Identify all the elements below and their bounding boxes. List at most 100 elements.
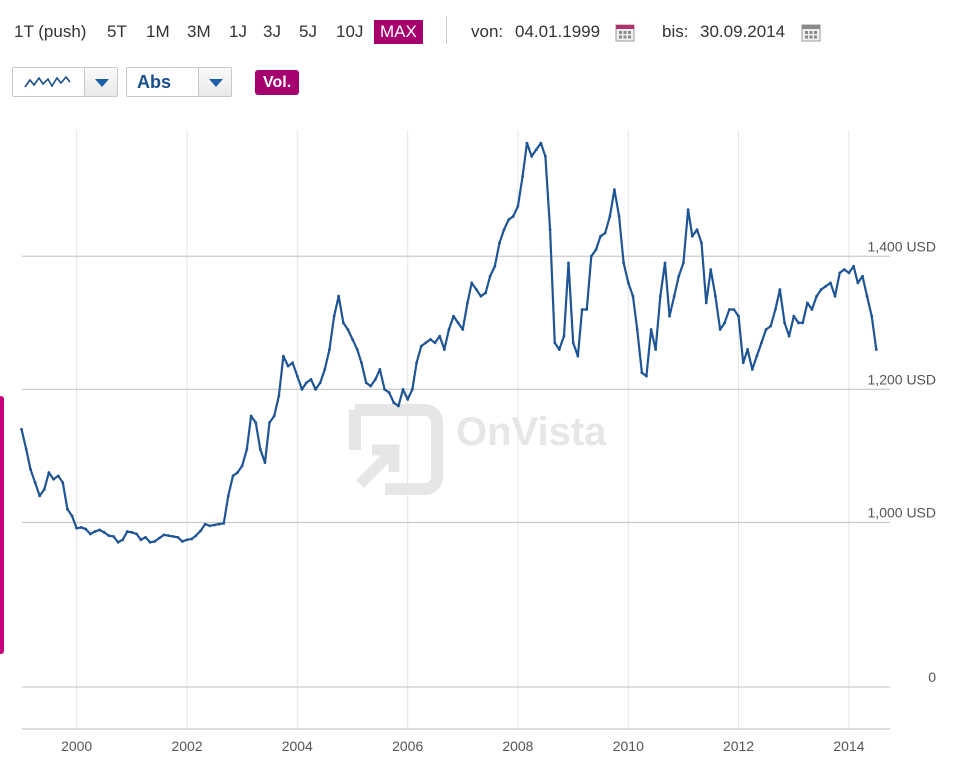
data-point: [479, 294, 483, 298]
volume-toggle-button[interactable]: Vol.: [255, 70, 300, 95]
range-1m-button[interactable]: 1M: [146, 22, 170, 41]
from-date-value[interactable]: 04.01.1999: [515, 22, 601, 41]
chevron-down-icon[interactable]: [198, 68, 231, 96]
data-point: [714, 294, 717, 298]
data-point: [29, 467, 32, 471]
calendar-icon[interactable]: [801, 22, 821, 42]
data-point: [474, 288, 478, 291]
data-point: [842, 268, 846, 271]
range-3m-button[interactable]: 3M: [187, 22, 211, 41]
data-point: [704, 301, 708, 305]
data-point: [148, 540, 152, 544]
range-3j-button[interactable]: 3J: [263, 22, 281, 41]
price-series-line: [20, 142, 878, 544]
data-point: [56, 474, 60, 478]
to-date-value[interactable]: 30.09.2014: [700, 22, 786, 41]
data-point: [231, 474, 235, 478]
side-panel-tab[interactable]: [0, 396, 4, 654]
data-point: [240, 464, 244, 468]
toolbar-divider: [446, 16, 447, 44]
data-point: [452, 314, 455, 318]
range-max-button[interactable]: MAX: [374, 20, 423, 44]
data-point: [626, 281, 630, 285]
data-point: [157, 536, 161, 540]
data-point: [291, 361, 295, 365]
data-point: [718, 328, 722, 331]
data-point: [456, 321, 460, 325]
watermark: OnVista: [349, 404, 607, 495]
range-5t-button[interactable]: 5T: [107, 22, 127, 41]
data-point: [263, 461, 267, 464]
data-point: [153, 540, 157, 543]
data-point: [539, 141, 543, 145]
data-point: [419, 344, 423, 348]
data-point: [557, 348, 561, 351]
data-point: [470, 281, 474, 285]
data-point: [732, 308, 736, 311]
data-point: [392, 401, 396, 405]
data-point: [406, 397, 410, 401]
data-point: [208, 524, 212, 528]
data-point: [373, 377, 377, 381]
data-point: [84, 527, 88, 531]
data-point: [663, 261, 667, 265]
data-point: [838, 271, 842, 275]
data-point: [608, 214, 612, 218]
chart-type-select[interactable]: [12, 67, 118, 97]
data-point: [107, 534, 111, 538]
x-tick-label: 2014: [833, 738, 864, 754]
watermark-text: OnVista: [456, 410, 607, 454]
data-point: [314, 387, 317, 391]
data-point: [649, 328, 653, 331]
data-point: [52, 477, 55, 481]
data-point: [401, 387, 405, 391]
data-point: [553, 341, 557, 345]
data-point: [438, 334, 442, 338]
data-point: [746, 348, 749, 351]
range-1t-push-button[interactable]: 1T (push): [14, 22, 87, 41]
data-point: [695, 228, 699, 232]
data-point: [645, 374, 648, 378]
data-point: [861, 274, 864, 278]
range-10j-button[interactable]: 10J: [336, 22, 364, 41]
data-point: [507, 218, 511, 222]
data-point: [856, 281, 860, 285]
x-tick-label: 2004: [282, 738, 313, 754]
data-point: [599, 234, 602, 238]
data-point: [254, 421, 258, 425]
data-point: [387, 391, 391, 395]
data-point: [98, 528, 102, 532]
chevron-down-icon[interactable]: [84, 68, 117, 96]
data-point: [112, 535, 115, 538]
data-point: [433, 341, 437, 345]
data-point: [222, 521, 226, 525]
data-point: [212, 523, 216, 527]
data-point: [199, 529, 203, 533]
data-point: [328, 348, 331, 351]
data-point: [162, 533, 166, 537]
data-point: [797, 321, 800, 325]
data-point: [571, 341, 575, 345]
data-point: [760, 341, 763, 345]
data-point: [337, 294, 341, 298]
data-point: [176, 535, 180, 539]
data-point: [397, 404, 400, 408]
data-point: [686, 208, 690, 212]
line-chart-icon: [24, 75, 71, 88]
range-1j-button[interactable]: 1J: [229, 22, 247, 41]
data-point: [190, 537, 194, 541]
data-point: [562, 334, 566, 338]
data-point: [631, 294, 635, 298]
data-point: [139, 538, 143, 542]
data-point: [677, 274, 681, 278]
scale-mode-select[interactable]: Abs: [126, 67, 232, 97]
data-point: [383, 387, 386, 391]
range-5j-button[interactable]: 5J: [299, 22, 317, 41]
data-point: [769, 324, 773, 328]
data-point: [332, 314, 336, 318]
calendar-icon[interactable]: [615, 22, 635, 42]
data-point: [135, 532, 139, 536]
data-point: [130, 530, 134, 534]
data-point: [171, 535, 175, 538]
data-point: [865, 294, 869, 298]
